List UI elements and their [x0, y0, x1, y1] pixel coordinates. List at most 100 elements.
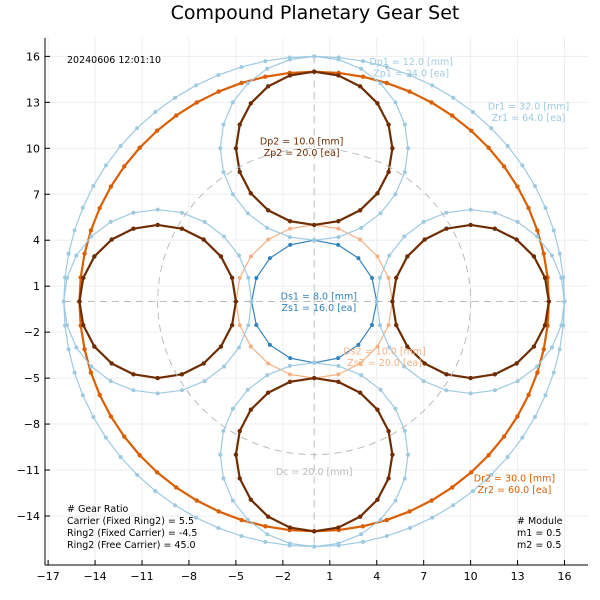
tooth-marker: [311, 375, 317, 381]
x-tick-label: −5: [228, 570, 244, 583]
tooth-marker: [81, 322, 86, 328]
tooth-marker: [429, 100, 434, 105]
tooth-marker: [236, 345, 241, 350]
tooth-marker: [237, 323, 242, 328]
tooth-marker: [535, 234, 540, 239]
tooth-marker: [248, 191, 254, 196]
gear-annotation: Zs1 = 16.0 [ea]: [281, 303, 356, 314]
x-tick-label: 10: [464, 570, 478, 583]
tooth-marker: [221, 476, 226, 481]
tooth-marker: [312, 360, 317, 365]
tooth-marker: [336, 57, 341, 62]
tooth-marker: [233, 146, 239, 151]
tooth-marker: [108, 219, 113, 224]
tooth-marker: [360, 74, 366, 79]
tooth-marker: [248, 344, 253, 349]
gear-ratio-line: Carrier (Fixed Ring2) = 5.5: [67, 516, 194, 527]
tooth-marker: [92, 344, 97, 349]
tooth-marker: [430, 83, 435, 88]
y-tick-label: 16: [26, 50, 40, 63]
tooth-marker: [122, 434, 127, 439]
tooth-marker: [287, 541, 292, 546]
tooth-marker: [358, 237, 363, 242]
tooth-marker: [356, 256, 361, 261]
gear-ratio-line: Ring2 (Fixed Carrier) = -4.5: [67, 528, 197, 539]
tooth-marker: [390, 146, 395, 151]
tooth-marker: [64, 275, 69, 280]
tooth-marker: [359, 66, 364, 71]
gear-annotation: Zr1 = 64.0 [ea]: [492, 113, 566, 124]
x-tick-label: −14: [83, 570, 106, 583]
tooth-marker: [230, 192, 235, 197]
gear-ratio-line: Ring2 (Free Carrier) = 45.0: [67, 540, 196, 551]
gear-annotation: Dr2 = 30.0 [mm]: [474, 474, 555, 485]
chart-title: Compound Planetary Gear Set: [171, 2, 460, 24]
tooth-marker: [384, 64, 389, 69]
tooth-marker: [357, 390, 363, 395]
tooth-marker: [486, 145, 491, 150]
tooth-marker: [201, 361, 206, 366]
tooth-marker: [103, 163, 108, 168]
x-tick-label: 13: [511, 570, 525, 583]
tooth-marker: [421, 219, 426, 224]
tooth-marker: [469, 128, 474, 133]
tooth-marker: [492, 388, 497, 393]
y-tick-label: 13: [26, 96, 40, 109]
tooth-marker: [469, 470, 474, 475]
tooth-marker: [386, 275, 391, 280]
tooth-marker: [221, 428, 226, 433]
tooth-marker: [173, 95, 178, 100]
y-tick-label: 1: [33, 280, 40, 293]
tooth-marker: [405, 344, 410, 349]
x-tick-label: 1: [326, 570, 333, 583]
tooth-marker: [358, 361, 363, 366]
tooth-marker: [542, 322, 548, 328]
tooth-marker: [237, 275, 242, 280]
tooth-marker: [444, 226, 449, 231]
tooth-marker: [378, 517, 383, 522]
tooth-marker: [222, 364, 227, 369]
x-tick-label: −11: [130, 570, 153, 583]
tooth-marker: [237, 476, 242, 481]
tooth-marker: [532, 183, 537, 188]
tooth-marker: [336, 363, 341, 368]
tooth-marker: [287, 363, 292, 368]
gear-annotation: Dp2 = 10.0 [mm]: [260, 137, 343, 148]
tooth-marker: [155, 391, 160, 396]
tooth-marker: [91, 183, 96, 188]
tooth-marker: [515, 414, 520, 419]
tooth-marker: [384, 80, 389, 86]
tooth-marker: [468, 222, 473, 228]
tooth-marker: [80, 393, 85, 398]
tooth-marker: [229, 322, 235, 328]
tooth-marker: [218, 344, 224, 349]
tooth-marker: [74, 253, 79, 258]
tooth-marker: [153, 110, 158, 115]
tooth-marker: [245, 211, 250, 216]
axes: −17 −14 −11 −8 −5 −2 1 4 7 10 13 16 −14 −11 −8 −5 −2 1 4 7 1…: [17, 38, 588, 583]
tooth-marker: [287, 379, 293, 385]
tooth-marker: [201, 237, 206, 242]
tooth-marker: [541, 347, 546, 352]
tooth-marker: [312, 544, 317, 549]
tooth-marker: [179, 226, 185, 231]
tooth-marker: [311, 69, 317, 74]
tooth-marker: [230, 498, 235, 503]
tooth-marker: [97, 392, 102, 398]
tooth-marker: [230, 406, 235, 411]
tooth-marker: [526, 392, 531, 398]
tooth-marker: [405, 254, 410, 259]
tooth-marker: [390, 299, 395, 304]
y-tick-label: −5: [24, 372, 40, 385]
annotations: Dp1 = 12.0 [mm]Zp1 = 24.0 [ea] Dr1 = 32.0…: [260, 57, 569, 496]
tooth-marker: [360, 524, 366, 529]
tooth-marker: [233, 452, 239, 457]
tooth-marker: [131, 210, 136, 215]
tooth-marker: [422, 237, 427, 242]
tooth-marker: [520, 163, 525, 168]
tooth-marker: [407, 509, 412, 514]
tooth-marker: [254, 322, 259, 327]
tooth-marker: [287, 372, 292, 377]
tooth-marker: [386, 122, 391, 127]
tooth-marker: [422, 361, 427, 366]
